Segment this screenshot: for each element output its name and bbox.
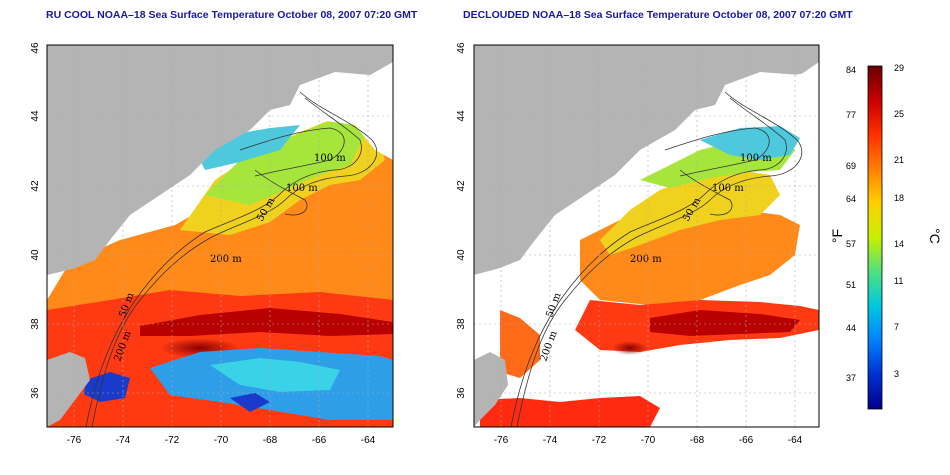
left-cloud-darkblue-2 xyxy=(230,393,270,412)
right-graticule xyxy=(474,45,819,427)
right-contour-label-200m-a: 200 m xyxy=(630,254,662,265)
left-map-title: RU COOL NOAA–18 Sea Surface Temperature … xyxy=(46,9,418,21)
left-lat-tick: 40 xyxy=(30,249,41,261)
colorbar-f-tick: 77 xyxy=(846,110,856,120)
right-lat-tick: 44 xyxy=(456,110,467,122)
colorbar-celsius-unit: °C xyxy=(927,228,943,244)
right-lon-tick: -76 xyxy=(494,435,509,446)
right-lat-ticks: 46 44 42 40 38 36 xyxy=(456,42,467,399)
left-sst-green xyxy=(205,118,365,205)
right-nodata-north xyxy=(715,70,819,130)
colorbar-gradient xyxy=(867,65,883,410)
colorbar-f-tick: 37 xyxy=(846,373,856,383)
colorbar-c-tick: 29 xyxy=(894,63,904,73)
left-lat-tick: 44 xyxy=(30,110,41,122)
right-lat-tick: 36 xyxy=(456,387,467,399)
left-lon-tick: -66 xyxy=(312,435,327,446)
left-map: 100 m 100 m 50 m 200 m 50 m 200 m xyxy=(47,45,393,427)
left-lon-tick: -70 xyxy=(214,435,229,446)
colorbar-c-tick: 25 xyxy=(894,109,904,119)
colorbar-f-tick: 44 xyxy=(846,323,856,333)
right-lon-tick: -64 xyxy=(788,435,803,446)
right-map-frame xyxy=(473,44,820,428)
colorbar-fahrenheit-unit: °F xyxy=(829,229,845,243)
left-contours xyxy=(85,91,378,427)
left-map-frame xyxy=(46,44,394,428)
colorbar-c-tick: 18 xyxy=(894,193,904,203)
right-lon-tick: -70 xyxy=(641,435,656,446)
colorbar-f-tick: 64 xyxy=(846,194,856,204)
colorbar-c-tick: 7 xyxy=(894,322,899,332)
right-lat-tick: 38 xyxy=(456,318,467,330)
left-contour-label-100m-a: 100 m xyxy=(314,153,346,164)
left-land-south xyxy=(47,352,90,427)
colorbar-f-tick: 51 xyxy=(846,280,856,290)
right-contours xyxy=(510,91,803,427)
right-lat-tick: 46 xyxy=(456,42,467,54)
right-sst-darkred-band xyxy=(650,310,800,336)
colorbar-c-tick: 11 xyxy=(894,276,903,286)
right-land xyxy=(474,45,819,275)
right-sst-yellow xyxy=(600,170,780,255)
left-sst-darkred-band xyxy=(140,308,393,336)
right-map: 100 m 100 m 50 m 200 m 50 m 200 m xyxy=(474,45,819,427)
right-land-south xyxy=(474,352,508,427)
right-sst-hotspot xyxy=(612,341,648,355)
left-lat-ticks: 46 44 42 40 38 36 xyxy=(30,42,41,399)
right-lat-tick: 40 xyxy=(456,249,467,261)
left-cloud-darkblue xyxy=(84,372,130,402)
left-lon-ticks: -76 -74 -72 -70 -68 -66 -64 xyxy=(67,435,376,446)
right-sst-cyan xyxy=(700,126,800,160)
right-lat-tick: 42 xyxy=(456,180,467,192)
colorbar: 84 77 69 64 57 51 44 37 29 25 21 18 14 1… xyxy=(829,63,943,410)
left-land xyxy=(47,45,393,275)
colorbar-c-tick: 3 xyxy=(894,369,899,379)
right-contour-label-100m-a: 100 m xyxy=(740,153,772,164)
left-lat-tick: 42 xyxy=(30,180,41,192)
left-lat-tick: 46 xyxy=(30,42,41,54)
right-lon-tick: -68 xyxy=(690,435,705,446)
left-lon-tick: -68 xyxy=(263,435,278,446)
right-map-title: DECLOUDED NOAA–18 Sea Surface Temperatur… xyxy=(463,9,853,21)
left-lat-tick: 36 xyxy=(30,387,41,399)
right-sst-south-red xyxy=(480,396,660,427)
right-contour-label-100m-b: 100 m xyxy=(712,183,744,194)
right-lon-tick: -66 xyxy=(739,435,754,446)
left-lon-tick: -76 xyxy=(67,435,82,446)
right-sst-southwest xyxy=(500,310,540,378)
colorbar-f-tick: 57 xyxy=(846,239,856,249)
left-lon-tick: -72 xyxy=(165,435,180,446)
left-lon-tick: -64 xyxy=(361,435,376,446)
colorbar-c-tick: 21 xyxy=(894,155,904,165)
colorbar-c-tick: 14 xyxy=(894,239,904,249)
left-contour-label-200m-a: 200 m xyxy=(210,254,242,265)
left-nodata-north xyxy=(290,70,393,160)
left-contour-label-100m-b: 100 m xyxy=(286,183,318,194)
right-lon-tick: -74 xyxy=(543,435,558,446)
left-graticule xyxy=(47,45,393,427)
colorbar-f-tick: 84 xyxy=(846,65,856,75)
left-lat-tick: 38 xyxy=(30,318,41,330)
left-lon-tick: -74 xyxy=(116,435,131,446)
right-lon-tick: -72 xyxy=(592,435,607,446)
colorbar-f-tick: 69 xyxy=(846,161,856,171)
right-lon-ticks: -76 -74 -72 -70 -68 -66 -64 xyxy=(494,435,803,446)
left-cloud-cyan xyxy=(210,358,340,392)
